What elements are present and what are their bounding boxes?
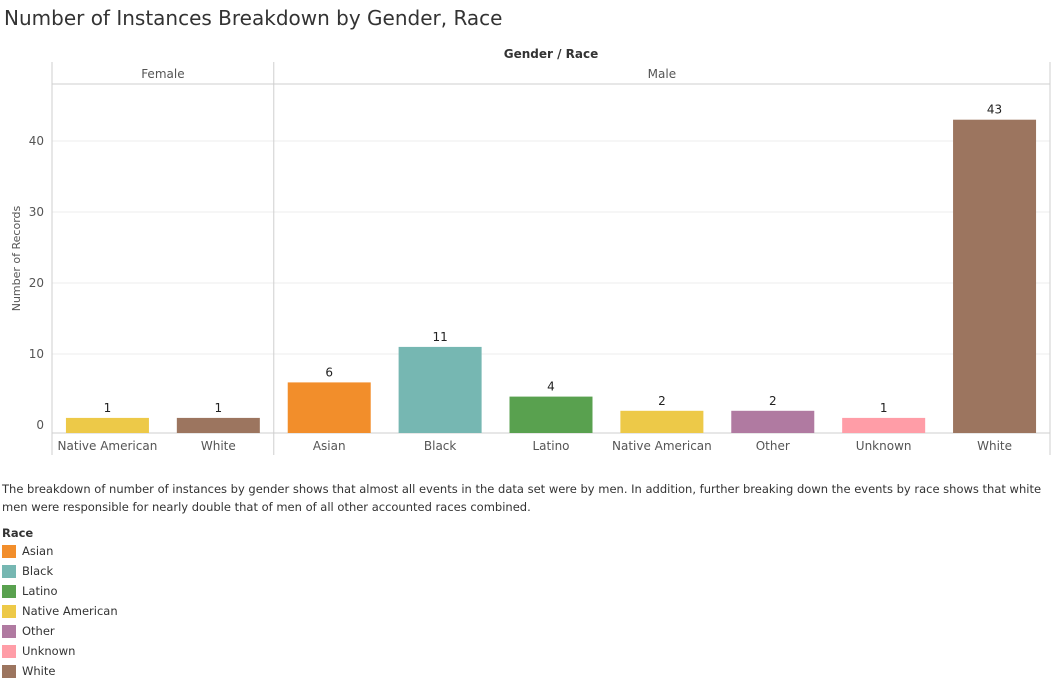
legend-swatch: [2, 604, 16, 618]
legend-item: Other: [2, 621, 118, 641]
legend-swatch: [2, 544, 16, 558]
bar-male-asian: [287, 382, 371, 433]
legend-label: Latino: [22, 584, 58, 598]
bar-male-native-american: [620, 410, 704, 433]
panel-header-male: Male: [648, 67, 676, 81]
y-tick-label: 10: [29, 347, 44, 361]
legend: Asian Black Latino Native American Other Unkn…: [2, 541, 118, 681]
bar-male-other: [731, 410, 815, 433]
x-tick-label: White: [201, 439, 236, 453]
x-tick-label: Native American: [612, 439, 712, 453]
legend-label: Unknown: [22, 644, 76, 658]
legend-swatch: [2, 644, 16, 658]
data-label: 6: [325, 365, 333, 379]
bar-male-latino: [509, 396, 593, 433]
chart-title: Number of Instances Breakdown by Gender,…: [4, 6, 503, 30]
y-tick-label: 20: [29, 276, 44, 290]
data-label: 4: [547, 380, 555, 394]
x-tick-label: Native American: [58, 439, 158, 453]
legend-swatch: [2, 664, 16, 678]
x-tick-label: White: [977, 439, 1012, 453]
legend-swatch: [2, 584, 16, 598]
bar-female-white: [176, 417, 260, 433]
x-tick-label: Unknown: [856, 439, 912, 453]
legend-label: White: [22, 664, 56, 678]
data-label: 11: [432, 330, 447, 344]
panel-header-female: Female: [141, 67, 184, 81]
legend-title: Race: [2, 526, 34, 540]
legend-item: Asian: [2, 541, 118, 561]
y-axis-label: Number of Records: [10, 205, 23, 311]
legend-item: Black: [2, 561, 118, 581]
y-tick-label: 40: [29, 134, 44, 148]
legend-item: Unknown: [2, 641, 118, 661]
legend-label: Native American: [22, 604, 118, 618]
data-label: 2: [658, 394, 666, 408]
legend-label: Other: [22, 624, 55, 638]
bar-male-white: [953, 119, 1037, 433]
bar-male-black: [398, 346, 482, 433]
legend-swatch: [2, 564, 16, 578]
data-label: 2: [769, 394, 777, 408]
data-label: 1: [215, 401, 223, 415]
bar-male-unknown: [842, 417, 926, 433]
data-label: 43: [987, 103, 1002, 117]
legend-item: Native American: [2, 601, 118, 621]
legend-item: Latino: [2, 581, 118, 601]
x-tick-label: Other: [756, 439, 790, 453]
facet-header: Gender / Race: [504, 47, 599, 61]
x-tick-label: Latino: [532, 439, 569, 453]
x-tick-label: Asian: [313, 439, 346, 453]
bar-female-native-american: [65, 417, 149, 433]
data-label: 1: [880, 401, 888, 415]
chart-caption: The breakdown of number of instances by …: [2, 482, 1042, 514]
legend-swatch: [2, 624, 16, 638]
y-tick-label: 0: [36, 418, 44, 432]
bar-chart: Gender / Race 0 10 20 30 40 Number of Records F…: [10, 47, 1051, 455]
y-tick-label: 30: [29, 205, 44, 219]
x-tick-label: Black: [424, 439, 457, 453]
legend-label: Asian: [22, 544, 54, 558]
legend-item: White: [2, 661, 118, 681]
legend-label: Black: [22, 564, 54, 578]
data-label: 1: [104, 401, 112, 415]
